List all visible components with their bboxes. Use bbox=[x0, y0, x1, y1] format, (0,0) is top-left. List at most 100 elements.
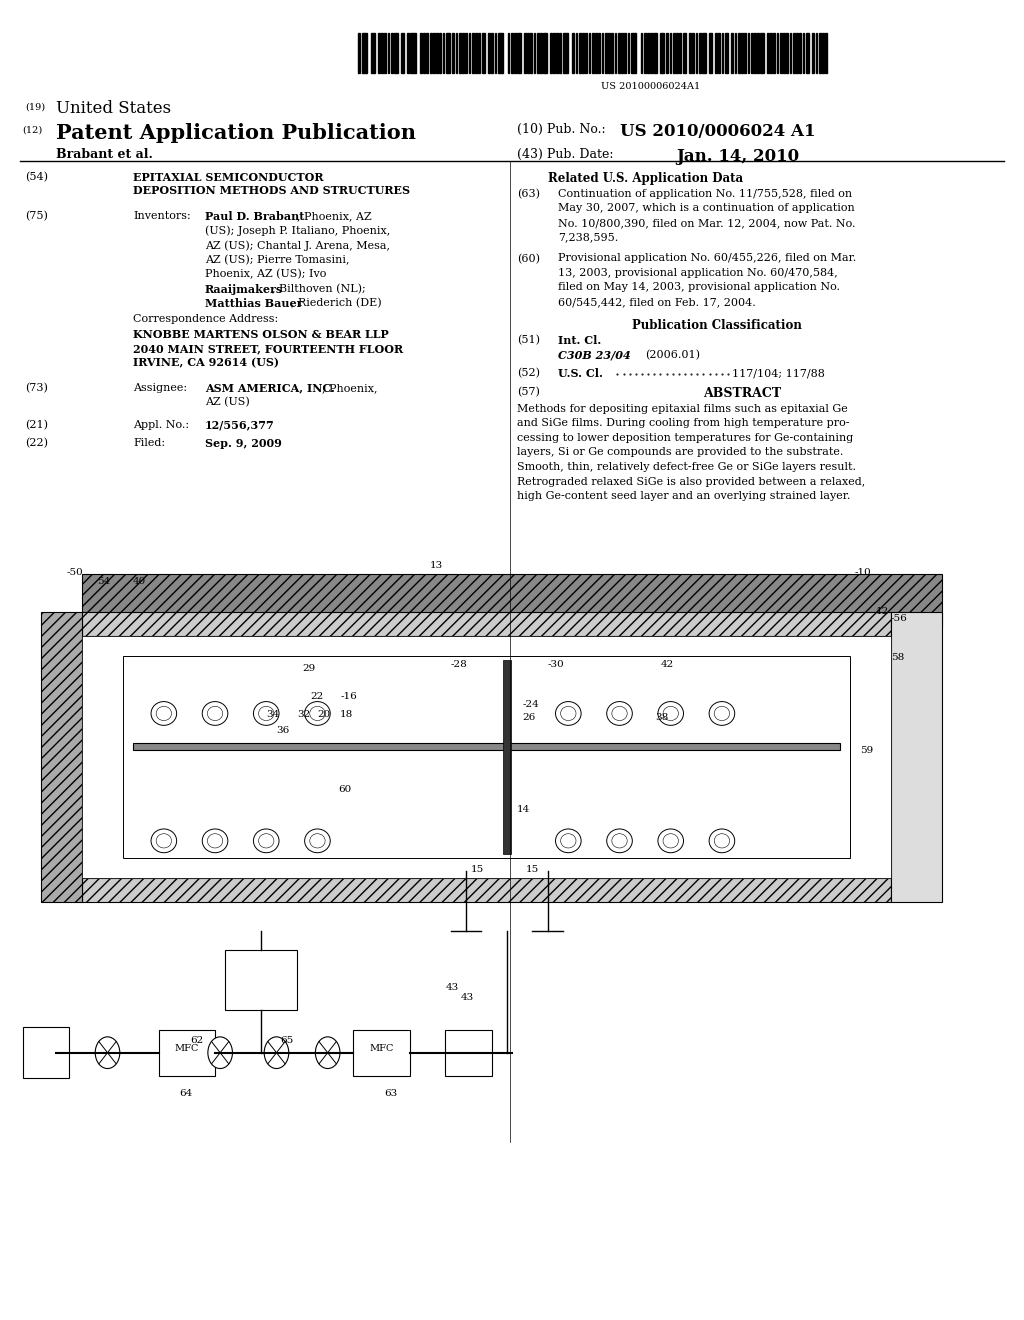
Text: high Ge-content seed layer and an overlying strained layer.: high Ge-content seed layer and an overly… bbox=[517, 491, 851, 502]
Bar bbox=[579, 33, 581, 73]
Text: AZ (US); Pierre Tomasini,: AZ (US); Pierre Tomasini, bbox=[205, 255, 349, 265]
Bar bbox=[527, 33, 528, 73]
Text: 63: 63 bbox=[384, 1089, 397, 1098]
Circle shape bbox=[315, 1038, 340, 1069]
Bar bbox=[806, 33, 809, 73]
Text: 38: 38 bbox=[655, 713, 669, 722]
Bar bbox=[796, 33, 798, 73]
Bar bbox=[673, 33, 675, 73]
Bar bbox=[689, 33, 691, 73]
Text: U.S. Cl.: U.S. Cl. bbox=[558, 368, 603, 379]
Text: DEPOSITION METHODS AND STRUCTURES: DEPOSITION METHODS AND STRUCTURES bbox=[133, 185, 411, 195]
Bar bbox=[456, 33, 458, 73]
Bar bbox=[611, 33, 613, 73]
Bar bbox=[495, 33, 497, 73]
Bar bbox=[670, 33, 672, 73]
Bar bbox=[391, 33, 392, 73]
Text: (22): (22) bbox=[26, 438, 48, 449]
Text: Provisional application No. 60/455,226, filed on Mar.: Provisional application No. 60/455,226, … bbox=[558, 253, 856, 264]
Text: C30B 23/04: C30B 23/04 bbox=[558, 350, 631, 360]
Text: Appl. No.:: Appl. No.: bbox=[133, 420, 189, 430]
Bar bbox=[718, 33, 720, 73]
Bar bbox=[575, 33, 578, 73]
Bar bbox=[640, 33, 642, 73]
Bar bbox=[653, 33, 657, 73]
Bar bbox=[679, 33, 681, 73]
Bar bbox=[475, 33, 477, 73]
Bar bbox=[411, 33, 416, 73]
Text: US 20100006024A1: US 20100006024A1 bbox=[601, 82, 699, 91]
Text: (63): (63) bbox=[517, 189, 540, 199]
Text: , Riederich (DE): , Riederich (DE) bbox=[291, 298, 382, 309]
Text: 65: 65 bbox=[281, 1036, 294, 1045]
Text: -30: -30 bbox=[548, 660, 564, 669]
Bar bbox=[384, 33, 386, 73]
Text: 62: 62 bbox=[190, 1036, 204, 1045]
Text: 59: 59 bbox=[860, 746, 873, 755]
Text: (21): (21) bbox=[26, 420, 48, 430]
Text: KNOBBE MARTENS OLSON & BEAR LLP: KNOBBE MARTENS OLSON & BEAR LLP bbox=[133, 329, 389, 339]
Text: -10: -10 bbox=[855, 568, 871, 577]
Bar bbox=[420, 33, 422, 73]
Bar bbox=[676, 33, 678, 73]
Bar bbox=[731, 33, 733, 73]
Text: , Bilthoven (NL);: , Bilthoven (NL); bbox=[272, 284, 367, 294]
Bar bbox=[598, 33, 600, 73]
Bar bbox=[761, 33, 764, 73]
Bar bbox=[553, 33, 555, 73]
Text: 36: 36 bbox=[276, 726, 290, 735]
Text: (43) Pub. Date:: (43) Pub. Date: bbox=[517, 148, 613, 161]
Bar bbox=[562, 33, 568, 73]
Bar bbox=[725, 33, 728, 73]
Bar bbox=[430, 33, 431, 73]
Bar bbox=[825, 33, 827, 73]
Text: 7,238,595.: 7,238,595. bbox=[558, 232, 618, 243]
Bar bbox=[800, 33, 801, 73]
Bar bbox=[783, 33, 785, 73]
Text: 2040 MAIN STREET, FOURTEENTH FLOOR: 2040 MAIN STREET, FOURTEENTH FLOOR bbox=[133, 343, 403, 354]
Bar bbox=[601, 33, 603, 73]
Bar bbox=[159, 1030, 215, 1076]
Bar bbox=[617, 33, 620, 73]
Text: (19): (19) bbox=[26, 103, 46, 112]
Text: -28: -28 bbox=[451, 660, 467, 669]
Bar bbox=[459, 33, 461, 73]
Circle shape bbox=[95, 1038, 120, 1069]
Text: Phoenix, AZ (US); Ivo: Phoenix, AZ (US); Ivo bbox=[205, 269, 327, 280]
Bar bbox=[462, 33, 464, 73]
Bar bbox=[751, 33, 753, 73]
Bar bbox=[514, 33, 516, 73]
Text: (54): (54) bbox=[26, 172, 48, 182]
Bar bbox=[586, 33, 587, 73]
Text: cessing to lower deposition temperatures for Ge-containing: cessing to lower deposition temperatures… bbox=[517, 433, 853, 444]
Bar bbox=[378, 33, 380, 73]
Bar bbox=[592, 33, 594, 73]
Bar bbox=[659, 33, 664, 73]
Bar bbox=[767, 33, 769, 73]
Bar bbox=[702, 33, 706, 73]
Text: Patent Application Publication: Patent Application Publication bbox=[56, 123, 417, 143]
Text: EPITAXIAL SEMICONDUCTOR: EPITAXIAL SEMICONDUCTOR bbox=[133, 172, 324, 182]
Bar bbox=[82, 574, 942, 627]
Text: No. 10/800,390, filed on Mar. 12, 2004, now Pat. No.: No. 10/800,390, filed on Mar. 12, 2004, … bbox=[558, 218, 856, 228]
Text: 43: 43 bbox=[445, 983, 459, 993]
Text: 26: 26 bbox=[522, 713, 536, 722]
Bar bbox=[400, 33, 404, 73]
Bar bbox=[595, 33, 597, 73]
Text: (60): (60) bbox=[517, 253, 540, 264]
Bar bbox=[82, 878, 891, 902]
Bar bbox=[614, 33, 616, 73]
Text: 12/556,377: 12/556,377 bbox=[205, 420, 274, 430]
Bar bbox=[445, 1030, 492, 1076]
Text: layers, Si or Ge compounds are provided to the substrate.: layers, Si or Ge compounds are provided … bbox=[517, 447, 844, 458]
Bar bbox=[534, 33, 536, 73]
Bar bbox=[423, 33, 425, 73]
Text: filed on May 14, 2003, provisional application No.: filed on May 14, 2003, provisional appli… bbox=[558, 282, 840, 293]
Text: 29: 29 bbox=[302, 664, 315, 673]
Bar bbox=[683, 33, 686, 73]
Bar bbox=[793, 33, 795, 73]
Text: 60/545,442, filed on Feb. 17, 2004.: 60/545,442, filed on Feb. 17, 2004. bbox=[558, 297, 756, 308]
Text: 13, 2003, provisional application No. 60/470,584,: 13, 2003, provisional application No. 60… bbox=[558, 268, 838, 279]
Text: AZ (US): AZ (US) bbox=[205, 397, 250, 408]
Text: Jan. 14, 2010: Jan. 14, 2010 bbox=[676, 148, 799, 165]
